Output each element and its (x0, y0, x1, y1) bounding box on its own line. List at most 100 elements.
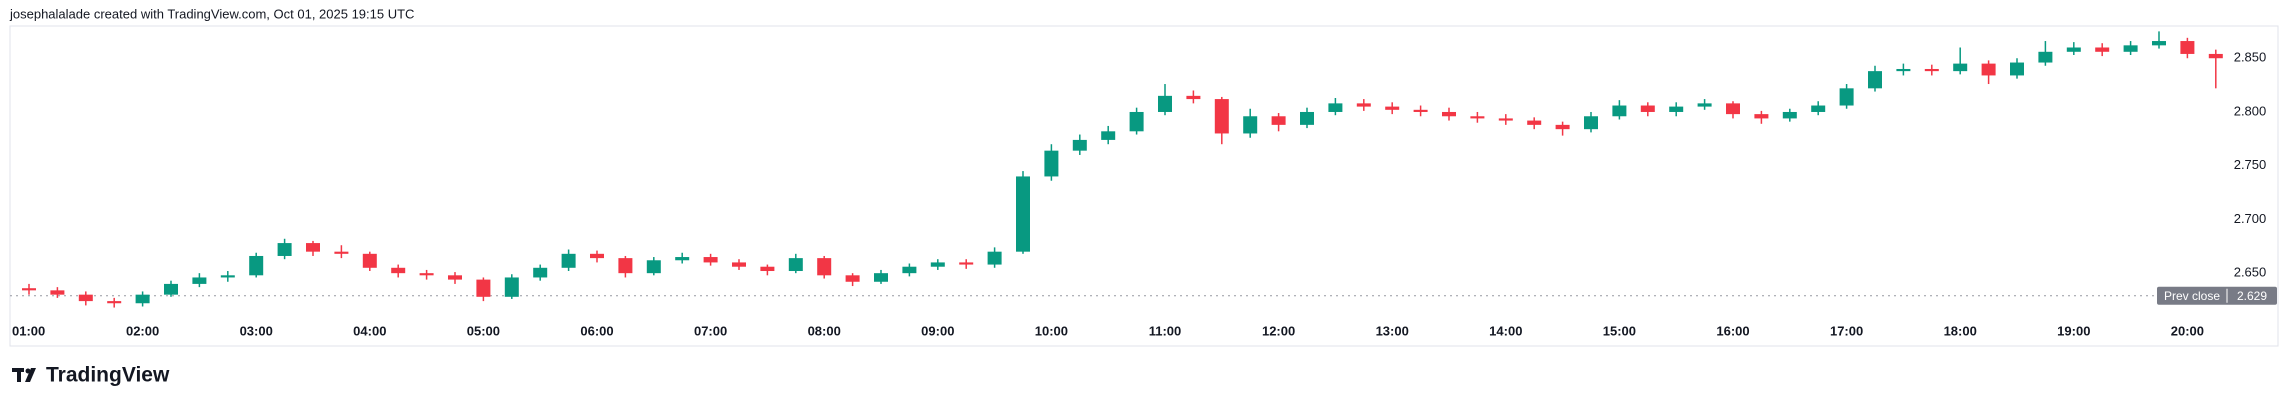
x-tick-label: 08:00 (808, 323, 841, 338)
candle-body (1300, 111, 1314, 125)
x-tick-label: 07:00 (694, 323, 727, 338)
candle-body (362, 253, 377, 268)
candle-body (1129, 111, 1144, 132)
candle-body (760, 266, 775, 272)
candle-body (391, 267, 406, 274)
candle-body (646, 260, 661, 274)
candle-body (164, 283, 178, 295)
candle-body (448, 275, 462, 280)
candle-body (1186, 95, 1201, 100)
candle-body (2152, 41, 2166, 46)
candle-body (1101, 131, 1116, 140)
logo-icon (12, 368, 36, 382)
candle-body (590, 253, 604, 259)
candle-body (277, 243, 292, 256)
candle-body (618, 258, 633, 274)
candle-body (1413, 109, 1428, 112)
candle-body (1953, 63, 1968, 72)
x-tick-label: 12:00 (1262, 323, 1295, 338)
candle-body (419, 273, 434, 276)
x-tick-label: 06:00 (580, 323, 613, 338)
candle-body (1584, 116, 1598, 130)
candle-body (1555, 124, 1570, 130)
x-tick-label: 15:00 (1603, 323, 1636, 338)
candle-body (135, 294, 150, 304)
x-tick-label: 10:00 (1035, 323, 1068, 338)
candle-body (1470, 116, 1485, 119)
candle-body (732, 262, 746, 267)
candle-body (1782, 111, 1797, 119)
candle-body (1981, 63, 1996, 76)
candle-body (1527, 120, 1542, 125)
candle-body (1044, 150, 1059, 177)
candle-body (306, 243, 320, 252)
candle-body (1839, 88, 1854, 106)
x-tick-label: 02:00 (126, 323, 159, 338)
y-tick-label: 2.650 (2234, 265, 2267, 280)
candle-body (22, 288, 36, 291)
y-tick-label: 2.800 (2234, 103, 2267, 118)
candle-body (1158, 95, 1172, 112)
candle-body (561, 253, 576, 268)
candle-body (1328, 103, 1343, 112)
candle-body (703, 257, 718, 263)
candle-body (107, 301, 122, 304)
x-tick-label: 09:00 (921, 323, 954, 338)
prev-close-value: 2.629 (2237, 289, 2267, 303)
candle-body (1640, 105, 1655, 112)
prev-close-label: Prev close (2164, 289, 2220, 303)
x-tick-label: 20:00 (2171, 323, 2204, 338)
candle-body (1072, 139, 1087, 151)
candle-body (1754, 114, 1769, 119)
candle-body (1442, 111, 1456, 117)
x-tick-label: 01:00 (12, 323, 45, 338)
y-tick-label: 2.700 (2234, 211, 2267, 226)
candle-body (1669, 106, 1684, 112)
x-tick-label: 16:00 (1716, 323, 1749, 338)
candle-body (1016, 176, 1030, 252)
prev-close-badge (2157, 286, 2277, 305)
candle-body (1271, 116, 1286, 125)
candle-body (1498, 118, 1513, 121)
candle-body (334, 251, 349, 254)
candle-body (845, 275, 860, 282)
candle-body (50, 290, 65, 295)
candle-body (2095, 47, 2110, 52)
y-tick-label: 2.850 (2234, 50, 2267, 65)
candle-body (192, 277, 207, 284)
x-tick-label: 11:00 (1149, 323, 1182, 338)
candle-body (930, 262, 945, 267)
candle-body (476, 279, 491, 297)
candle-body (249, 255, 264, 276)
candle-body (2208, 53, 2223, 59)
x-tick-label: 17:00 (1830, 323, 1863, 338)
candle-body (1811, 105, 1826, 112)
candle-body (1612, 105, 1627, 117)
candle-body (1697, 103, 1712, 107)
x-tick-label: 04:00 (353, 323, 386, 338)
candle-body (220, 275, 235, 278)
candle-body (1868, 71, 1882, 89)
x-tick-label: 14:00 (1489, 323, 1522, 338)
candle-body (2010, 62, 2024, 76)
candle-body (533, 267, 548, 278)
candle-body (817, 258, 832, 276)
candle-body (2066, 47, 2081, 52)
candle-body (2038, 51, 2053, 63)
candle-body (675, 257, 690, 261)
candle-body (1726, 103, 1740, 115)
x-tick-label: 03:00 (240, 323, 273, 338)
header: josephalalade created with TradingView.c… (9, 6, 414, 21)
candle-body (959, 262, 974, 265)
y-tick-label: 2.750 (2234, 157, 2267, 172)
candle-body (1385, 106, 1400, 110)
chart-frame (9, 25, 2279, 347)
candle-body (504, 277, 519, 297)
candle-body (2123, 45, 2138, 52)
logo-text: TradingView (46, 364, 170, 387)
candle-body (1243, 116, 1258, 134)
candle-body (788, 258, 803, 272)
candle-body (1214, 99, 1229, 134)
candle-body (78, 294, 93, 302)
